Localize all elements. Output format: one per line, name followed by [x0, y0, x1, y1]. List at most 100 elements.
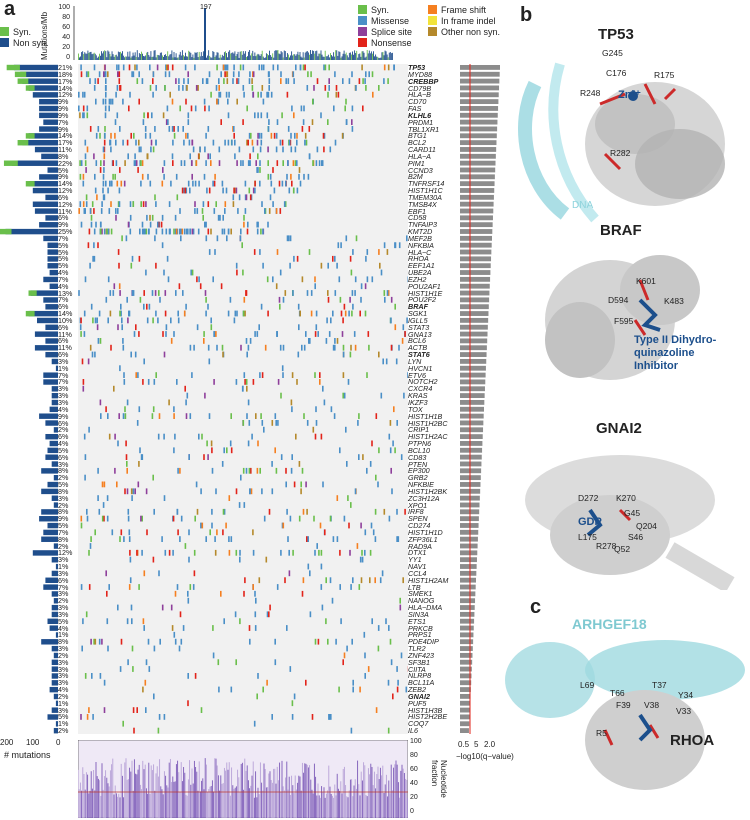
mutation-mark: [88, 550, 90, 556]
burden-bar: [313, 51, 314, 60]
mutation-mark: [291, 406, 293, 412]
mutation-mark: [262, 687, 264, 693]
burden-bar: [376, 57, 377, 60]
mutation-mark: [150, 181, 152, 187]
mutation-mark: [357, 420, 359, 426]
mutation-mark: [142, 222, 144, 228]
mutation-mark: [172, 153, 174, 159]
mutation-mark: [257, 229, 259, 235]
mutation-mark: [253, 71, 255, 77]
mutation-mark: [274, 188, 276, 194]
top-axis-label: Mutations/Mb: [40, 0, 49, 60]
mutation-mark: [262, 263, 264, 269]
mutation-mark: [78, 106, 80, 112]
mutation-mark: [216, 85, 218, 91]
braf-k483: K483: [664, 296, 684, 306]
mutation-mark: [197, 509, 199, 515]
burden-bar: [307, 51, 308, 60]
mutation-mark: [269, 605, 271, 611]
mutation-mark: [103, 160, 105, 166]
mutation-mark: [255, 160, 257, 166]
mutation-mark: [139, 256, 141, 262]
mutation-mark: [364, 550, 366, 556]
mutation-mark: [122, 338, 124, 344]
mutation-mark: [310, 71, 312, 77]
tick-80: 80: [62, 14, 70, 21]
mutation-mark: [138, 584, 140, 590]
mutation-mark: [249, 488, 251, 494]
mutation-mark: [249, 71, 251, 77]
mutation-mark: [134, 65, 136, 71]
burden-bar: [207, 56, 208, 60]
rhoa-structure: [500, 630, 750, 810]
mutation-mark: [107, 516, 109, 522]
burden-bar: [321, 50, 322, 60]
mutation-mark: [183, 78, 185, 84]
mutation-mark: [151, 112, 153, 118]
mutation-mark: [397, 680, 399, 686]
mutation-mark: [155, 140, 157, 146]
rhoa-v38: V38: [644, 700, 659, 710]
mutation-mark: [327, 119, 329, 125]
mutation-mark: [302, 126, 304, 132]
mutation-mark: [384, 290, 386, 296]
burden-bar: [324, 57, 325, 60]
mutation-mark: [289, 570, 291, 576]
mutation-mark: [352, 304, 354, 310]
left-legend-syn: Syn.: [13, 27, 31, 37]
mutation-mark: [260, 413, 262, 419]
mutation-mark: [297, 256, 299, 262]
mutation-mark: [289, 263, 291, 269]
mutation-mark: [123, 536, 125, 542]
mutation-mark: [384, 297, 386, 303]
mutation-mark: [285, 181, 287, 187]
mutation-mark: [128, 222, 130, 228]
mutation-mark: [378, 646, 380, 652]
burden-bar: [182, 50, 183, 60]
mutation-mark: [225, 201, 227, 207]
mutation-mark: [182, 126, 184, 132]
mutation-mark: [137, 372, 139, 378]
burden-bar: [238, 52, 239, 60]
mutation-mark: [303, 509, 305, 515]
mutation-mark: [140, 201, 142, 207]
burden-bar: [199, 52, 200, 60]
qvalue-bar: [460, 195, 494, 200]
burden-bar: [154, 51, 155, 60]
mutation-mark: [162, 181, 164, 187]
mutation-mark: [155, 290, 157, 296]
mutation-mark: [290, 235, 292, 241]
mutation-mark: [321, 564, 323, 570]
mutation-mark: [294, 133, 296, 139]
burden-bar: [262, 51, 263, 60]
mutation-mark: [387, 78, 389, 84]
mutation-mark: [293, 160, 295, 166]
mutation-mark: [91, 673, 93, 679]
mutation-mark: [359, 78, 361, 84]
burden-bar: [150, 51, 151, 60]
mutation-mark: [359, 687, 361, 693]
mutation-mark: [250, 468, 252, 474]
mutation-mark: [220, 591, 222, 597]
mutation-mark: [121, 529, 123, 535]
mutation-mark: [333, 536, 335, 542]
mutation-mark: [335, 290, 337, 296]
mutation-mark: [127, 659, 129, 665]
mutation-mark: [129, 65, 131, 71]
burden-bar: [353, 55, 354, 60]
mutation-mark: [215, 488, 217, 494]
blx-0: 0: [56, 738, 60, 747]
mutation-mark: [127, 400, 129, 406]
burden-bar: [177, 58, 178, 60]
mutation-mark: [185, 400, 187, 406]
mutation-mark: [191, 140, 193, 146]
mutation-mark: [309, 338, 311, 344]
mutation-mark: [345, 99, 347, 105]
mutation-mark: [186, 413, 188, 419]
mutation-mark: [198, 229, 200, 235]
rhoa-f39: F39: [616, 700, 631, 710]
mutation-mark: [316, 160, 318, 166]
burden-bar: [316, 51, 317, 60]
mutation-mark: [205, 133, 207, 139]
mutation-mark: [108, 276, 110, 282]
